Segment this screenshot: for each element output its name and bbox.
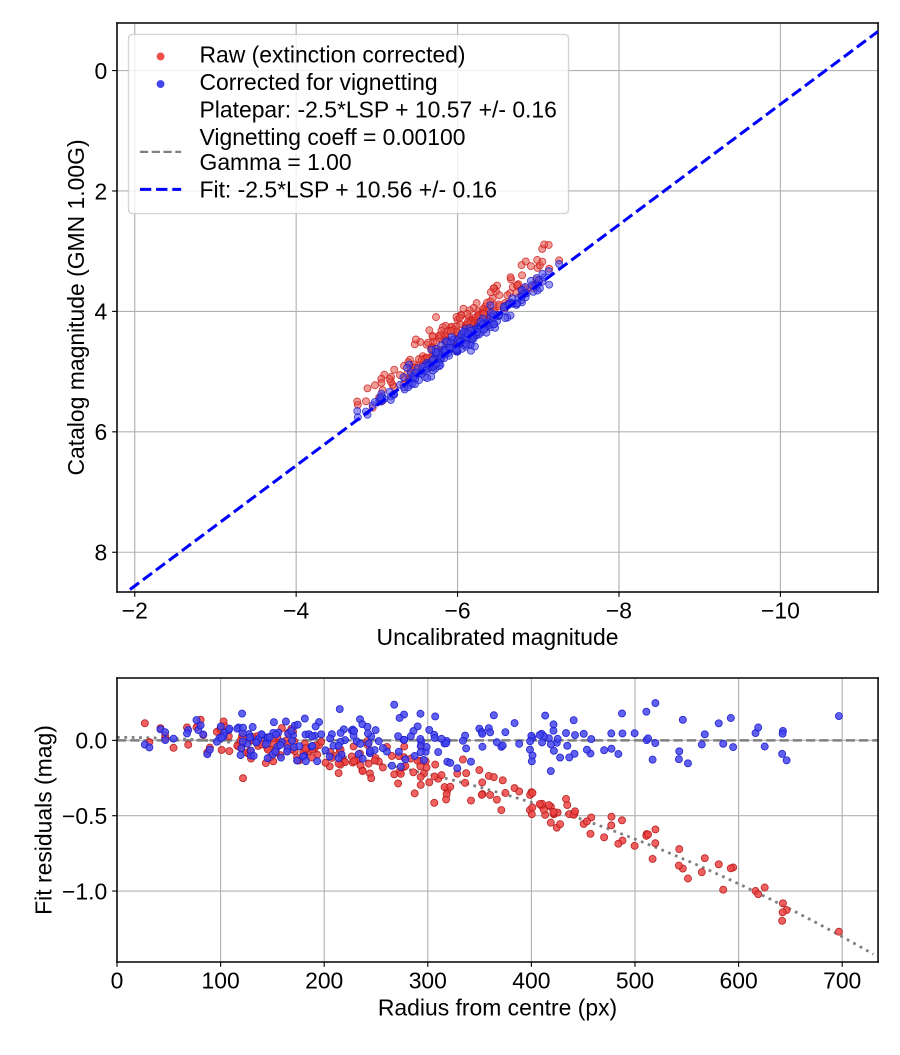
svg-text:0: 0: [111, 967, 124, 993]
svg-text:Fit residuals (mag): Fit residuals (mag): [31, 725, 57, 915]
svg-text:−6: −6: [445, 597, 471, 623]
svg-text:200: 200: [305, 967, 343, 993]
svg-text:−10: −10: [761, 597, 800, 623]
svg-text:Vignetting coeff = 0.00100: Vignetting coeff = 0.00100: [200, 124, 466, 150]
svg-text:600: 600: [719, 967, 757, 993]
svg-text:Uncalibrated magnitude: Uncalibrated magnitude: [377, 624, 619, 650]
svg-text:400: 400: [512, 967, 550, 993]
svg-text:−2: −2: [122, 597, 148, 623]
svg-text:0: 0: [95, 58, 108, 84]
svg-text:0.0: 0.0: [75, 728, 107, 754]
svg-text:−8: −8: [606, 597, 632, 623]
svg-text:500: 500: [616, 967, 654, 993]
svg-text:−0.5: −0.5: [62, 803, 107, 829]
svg-text:Catalog magnitude (GMN 1.00G): Catalog magnitude (GMN 1.00G): [63, 139, 89, 475]
svg-text:8: 8: [95, 540, 108, 566]
svg-text:100: 100: [201, 967, 239, 993]
svg-text:Corrected for vignetting: Corrected for vignetting: [200, 69, 438, 95]
svg-text:Radius from centre (px): Radius from centre (px): [378, 994, 617, 1020]
svg-text:6: 6: [95, 419, 108, 445]
svg-text:Raw (extinction corrected): Raw (extinction corrected): [200, 42, 466, 68]
svg-text:Fit: -2.5*LSP + 10.56 +/- 0.16: Fit: -2.5*LSP + 10.56 +/- 0.16: [200, 176, 498, 202]
svg-text:−4: −4: [283, 597, 309, 623]
svg-text:300: 300: [409, 967, 447, 993]
svg-text:−1.0: −1.0: [62, 878, 107, 904]
svg-text:2: 2: [95, 178, 108, 204]
svg-text:Platepar: -2.5*LSP + 10.57 +/-: Platepar: -2.5*LSP + 10.57 +/- 0.16: [200, 97, 557, 123]
svg-text:Gamma = 1.00: Gamma = 1.00: [200, 149, 352, 175]
svg-text:700: 700: [823, 967, 861, 993]
svg-text:4: 4: [95, 299, 108, 325]
